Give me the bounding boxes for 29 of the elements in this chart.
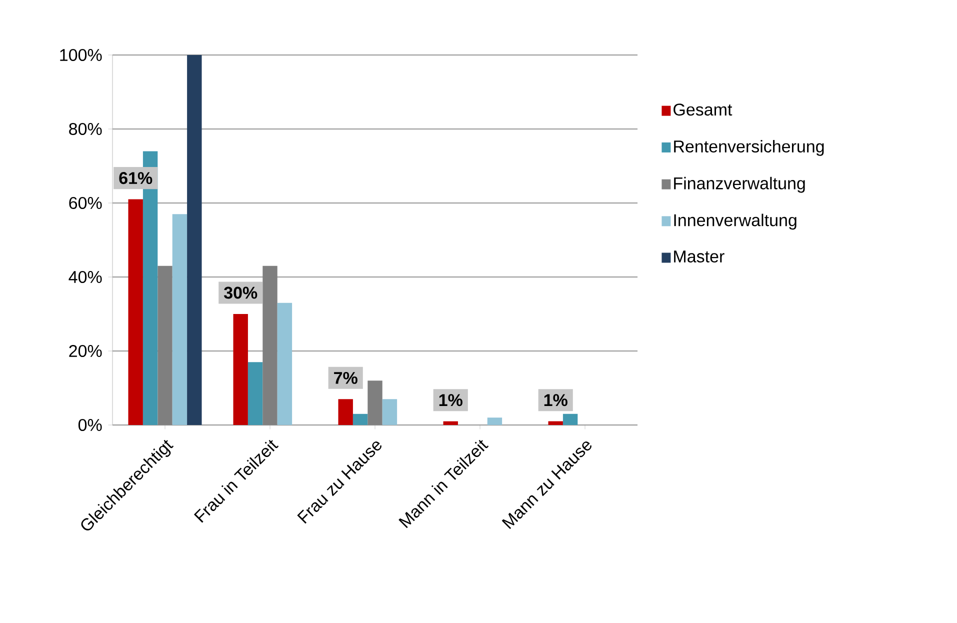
- data-label: 30%: [224, 286, 258, 299]
- legend-label: Rentenversicherung: [674, 140, 824, 156]
- y-tick-label: 60%: [69, 196, 102, 210]
- bar: [128, 199, 143, 425]
- bar: [352, 414, 368, 425]
- bar: [187, 54, 202, 425]
- bar: [548, 421, 563, 425]
- data-label: 61%: [119, 172, 152, 184]
- bar: [248, 362, 263, 425]
- data-label: 7%: [334, 372, 358, 384]
- legend-label: Master: [674, 250, 724, 262]
- legend-label: Gesamt: [674, 104, 732, 116]
- legend-label: Finanzverwaltung: [674, 176, 805, 193]
- bar: [172, 214, 188, 425]
- data-label: 1%: [439, 394, 462, 406]
- y-tick-label: 40%: [68, 270, 102, 284]
- legend-label: Innenverwaltung: [674, 214, 796, 230]
- bar: [233, 314, 248, 425]
- y-tick-label: 0%: [78, 418, 102, 432]
- y-tick-label: 20%: [69, 344, 102, 358]
- bar: [443, 421, 458, 425]
- bar: [382, 399, 398, 425]
- bar: [487, 418, 502, 425]
- y-tick-label: 80%: [69, 122, 102, 136]
- bar: [277, 302, 292, 425]
- data-label: 1%: [544, 394, 568, 406]
- bar: [338, 399, 353, 425]
- y-tick-label: 100%: [60, 48, 102, 62]
- bar: [562, 414, 578, 425]
